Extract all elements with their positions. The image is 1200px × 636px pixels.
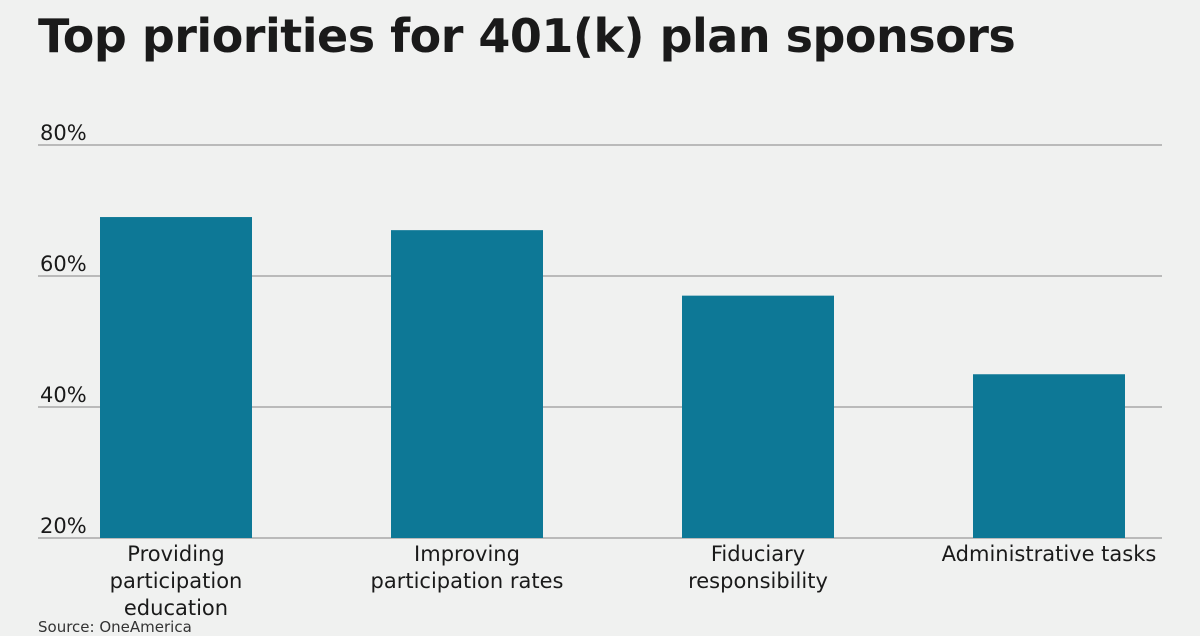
category-labels: Providing participation education Improving…	[110, 542, 1157, 620]
x-tick-label-line: participation rates	[371, 569, 564, 593]
bar	[973, 374, 1125, 538]
x-tick-label-line: Improving	[414, 542, 520, 566]
x-tick-label: Fiduciary responsibility	[688, 542, 828, 593]
chart-title: Top priorities for 401(k) plan sponsors	[38, 9, 1016, 63]
bar	[391, 230, 543, 538]
y-tick-label: 20%	[40, 514, 87, 538]
x-tick-label-line: responsibility	[688, 569, 828, 593]
bars	[100, 217, 1125, 539]
x-tick-label-line: education	[124, 596, 228, 620]
bar	[682, 295, 834, 538]
x-tick-label-line: Administrative tasks	[942, 542, 1157, 566]
source-note: Source: OneAmerica	[38, 618, 192, 636]
x-tick-label-line: participation	[110, 569, 243, 593]
y-tick-label: 40%	[40, 383, 87, 407]
y-tick-label: 80%	[40, 121, 87, 145]
x-tick-label-line: Fiduciary	[711, 542, 805, 566]
bar	[100, 217, 252, 539]
x-tick-label-line: Providing	[127, 542, 224, 566]
x-tick-label: Providing participation education	[110, 542, 243, 620]
y-tick-label: 60%	[40, 252, 87, 276]
x-tick-label: Improving participation rates	[371, 542, 564, 593]
x-tick-label: Administrative tasks	[942, 542, 1157, 566]
